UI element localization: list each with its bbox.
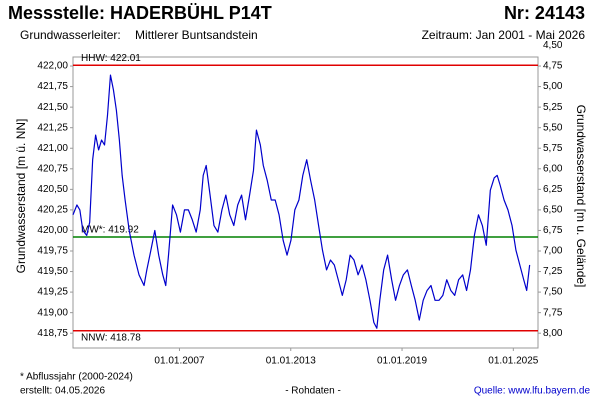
chart-title: Messstelle: HADERBÜHL P14T xyxy=(8,3,272,23)
y2-axis-label: Grundwasserstand [m u. Gelände] xyxy=(574,105,588,288)
y2-tick-label: 6,00 xyxy=(543,163,563,174)
y-tick-label: 422,00 xyxy=(37,61,68,72)
y2-tick-label: 7,25 xyxy=(543,266,563,277)
reference-label: MW*: 419.92 xyxy=(81,225,139,236)
y-tick-label: 421,75 xyxy=(37,81,68,92)
footnote: * Abflussjahr (2000-2024) xyxy=(20,372,133,383)
y-tick-label: 420,50 xyxy=(37,184,68,195)
y2-tick-label: 4,75 xyxy=(543,61,563,72)
y2-tick-label: 5,25 xyxy=(543,102,563,113)
y-tick-label: 421,00 xyxy=(37,143,68,154)
y-tick-label: 419,00 xyxy=(37,307,68,318)
y-tick-label: 420,00 xyxy=(37,225,68,236)
y2-tick-label: 7,50 xyxy=(543,287,563,298)
plot-frame xyxy=(72,56,539,349)
x-tick-label: 01.01.2025 xyxy=(488,356,538,367)
y-tick-label: 420,75 xyxy=(37,163,68,174)
station-number: Nr: 24143 xyxy=(504,3,585,23)
y-tick-label: 421,25 xyxy=(37,122,68,133)
source-link[interactable]: Quelle: www.lfu.bayern.de xyxy=(474,386,591,397)
y2-tick-label: 5,00 xyxy=(543,81,563,92)
y-tick-label: 419,25 xyxy=(37,287,68,298)
y-axis-label: Grundwasserstand [m ü. NN] xyxy=(14,119,28,274)
y2-tick-label: 7,00 xyxy=(543,246,563,257)
y2-tick-label: 5,75 xyxy=(543,143,563,154)
aquifer: Mittlerer Buntsandstein xyxy=(135,28,258,42)
y-tick-label: 418,75 xyxy=(37,328,68,339)
created-date: erstellt: 04.05.2026 xyxy=(20,386,105,397)
y2-tick-label: 5,50 xyxy=(543,122,563,133)
y2-tick-label: 6,25 xyxy=(543,184,563,195)
x-tick-label: 01.01.2013 xyxy=(266,356,316,367)
y-tick-label: 419,75 xyxy=(37,246,68,257)
y2-tick-label: 7,75 xyxy=(543,307,563,318)
y2-tick-label: 8,00 xyxy=(543,328,563,339)
y-tick-label: 419,50 xyxy=(37,266,68,277)
y2-tick-label: 4,50 xyxy=(543,40,563,51)
x-tick-label: 01.01.2007 xyxy=(154,356,204,367)
x-tick-label: 01.01.2019 xyxy=(377,356,427,367)
aquifer-label: Grundwasserleiter: xyxy=(20,28,121,42)
period: Zeitraum: Jan 2001 - Mai 2026 xyxy=(422,28,586,42)
y-tick-label: 420,25 xyxy=(37,205,68,216)
reference-label: HHW: 422.01 xyxy=(81,53,141,64)
y2-tick-label: 6,75 xyxy=(543,225,563,236)
y2-tick-label: 6,50 xyxy=(543,205,563,216)
y-tick-label: 421,50 xyxy=(37,102,68,113)
data-note: - Rohdaten - xyxy=(285,386,341,397)
reference-label: NNW: 418.78 xyxy=(81,332,141,343)
data-line xyxy=(72,74,531,329)
